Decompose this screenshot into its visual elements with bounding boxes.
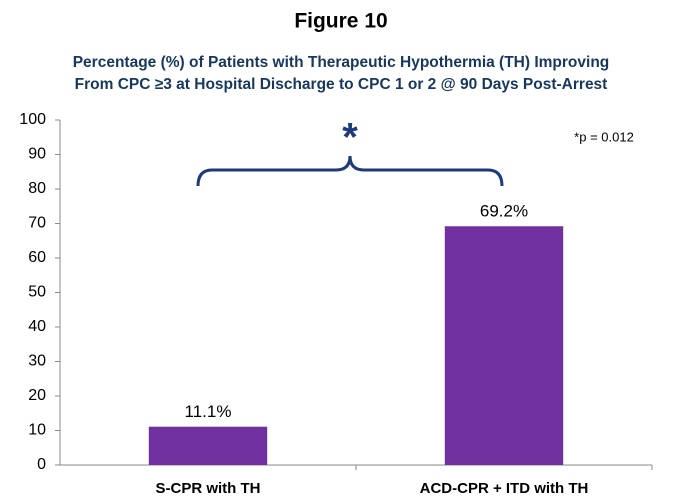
x-tick-label: S-CPR with TH	[156, 480, 261, 497]
bar	[444, 226, 564, 465]
y-tick-label: 90	[28, 146, 46, 163]
data-label: 69.2%	[480, 202, 528, 221]
y-tick-label: 70	[28, 215, 46, 232]
y-tick-label: 40	[28, 318, 46, 335]
y-tick-label: 10	[28, 422, 46, 439]
chart-subtitle: From CPC ≥3 at Hospital Discharge to CPC…	[75, 76, 608, 93]
y-tick-label: 0	[37, 456, 46, 473]
y-tick-label: 30	[28, 353, 46, 370]
y-tick-label: 50	[28, 284, 46, 301]
data-label: 11.1%	[185, 402, 232, 421]
x-tick-label: ACD-CPR + ITD with TH	[420, 480, 589, 497]
p-value-note: *p = 0.012	[574, 129, 634, 144]
bar	[148, 426, 268, 465]
significance-brace	[196, 155, 504, 187]
y-tick-label: 80	[28, 180, 46, 197]
significance-star: *	[342, 116, 358, 160]
y-tick-label: 100	[19, 111, 46, 128]
chart-title: Figure 10	[294, 10, 387, 33]
chart-subtitle: Percentage (%) of Patients with Therapeu…	[73, 54, 610, 71]
y-tick-label: 20	[28, 387, 46, 404]
y-tick-label: 60	[28, 249, 46, 266]
